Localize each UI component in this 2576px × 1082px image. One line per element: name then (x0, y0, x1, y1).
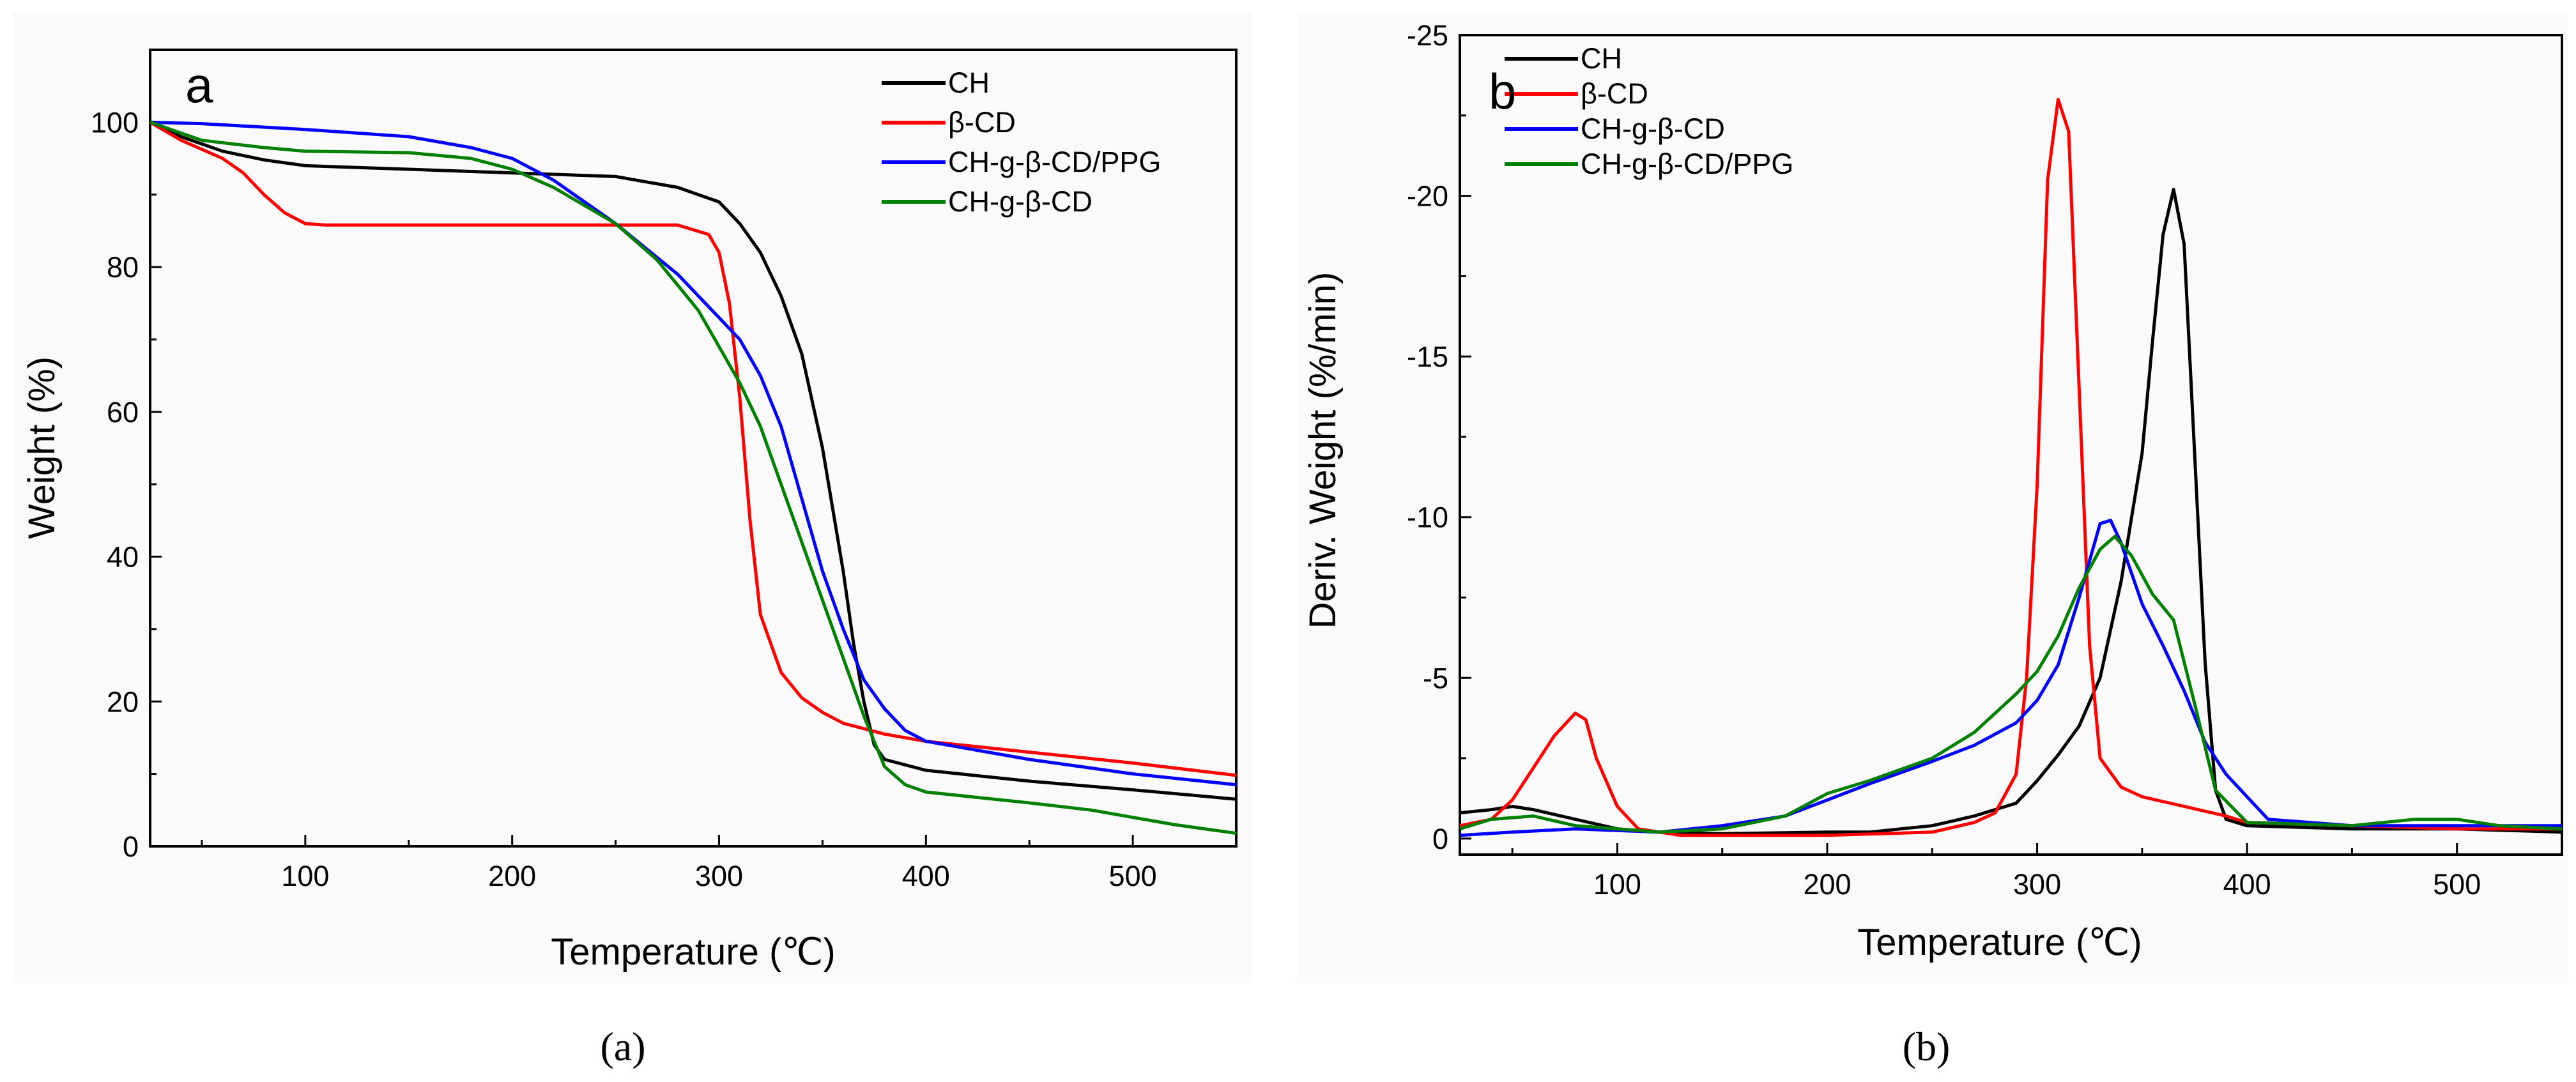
panel-a-legend: CH β-CD CH-g-β-CD/PPG CH-g-β-CD (882, 66, 1161, 218)
legend-entry: CH-g-β-CD (948, 185, 1092, 218)
panel-a-y-axis-label: Weight (%) (21, 356, 63, 539)
x-tick-label: 400 (902, 860, 950, 892)
x-tick-label: 100 (281, 860, 329, 892)
y-tick-label: 80 (107, 251, 139, 284)
y-tick-label: 20 (107, 685, 139, 718)
x-tick-label: 300 (2013, 868, 2061, 901)
legend-entry: CH-g-β-CD (1581, 112, 1725, 145)
x-tick-label: 300 (695, 860, 743, 892)
panel-a-caption: (a) (600, 1024, 645, 1069)
series-line-CH (149, 121, 1237, 801)
panel-a-series (149, 120, 1237, 835)
panel-b-y-ticks: 0 -5 -10 -15 -20 -25 (1407, 19, 1471, 855)
panel-b-plot-frame (1459, 34, 2563, 856)
y-tick-label: 40 (107, 541, 139, 574)
panel-b-y-axis-label: Deriv. Weight (%/min) (1302, 272, 1344, 629)
panel-a-chart: 100 200 300 400 500 0 20 40 60 80 100 CH β-CD CH-g-… (13, 13, 1252, 1069)
panel-a-y-ticks: 0 20 40 60 80 100 (91, 106, 162, 863)
y-tick-label: -15 (1407, 340, 1448, 373)
legend-entry: CH (948, 66, 990, 99)
x-tick-label: 100 (1593, 868, 1641, 901)
x-tick-label: 200 (488, 860, 536, 892)
legend-entry: β-CD (1581, 77, 1648, 110)
panel-b-x-ticks: 100 200 300 400 500 (1511, 843, 2481, 901)
y-tick-label: 0 (1432, 823, 1448, 855)
x-tick-label: 500 (2433, 868, 2481, 901)
legend-entry: CH (1581, 42, 1622, 75)
y-tick-label: -5 (1423, 662, 1448, 694)
series-line-CH-g-β-CD (150, 121, 1237, 835)
y-tick-label: 100 (91, 106, 139, 139)
x-tick-label: 200 (1803, 868, 1851, 901)
y-tick-label: 0 (123, 830, 139, 863)
panel-a-plot-frame (149, 49, 1238, 848)
x-tick-label: 500 (1109, 860, 1157, 892)
series-line-CH-g-β-CD/PPG (150, 120, 1237, 787)
panel-b-x-axis-label: Temperature (℃) (1857, 922, 2142, 963)
panel-b-caption: (b) (1903, 1024, 1951, 1069)
y-tick-label: -20 (1407, 180, 1448, 213)
series-line-CH-g-β-CD/PPG (1459, 535, 2563, 834)
legend-entry: CH-g-β-CD/PPG (948, 146, 1161, 178)
x-tick-label: 400 (2223, 868, 2271, 901)
y-tick-label: -25 (1407, 19, 1448, 52)
panel-b-label: b (1489, 63, 1516, 119)
panel-a-label: a (185, 57, 213, 113)
panel-a-x-axis-label: Temperature (℃) (551, 931, 835, 973)
panel-b-chart: 100 200 300 400 500 0-5-10-15-20-25 CHβ-CDCH… (1297, 13, 2568, 1069)
panel-b-series (1459, 98, 2563, 837)
y-tick-label: -10 (1407, 501, 1448, 534)
legend-entry: β-CD (948, 106, 1016, 139)
legend-entry: CH-g-β-CD/PPG (1581, 148, 1793, 180)
panel-b-background (1297, 13, 2568, 984)
y-tick-label: 60 (107, 396, 139, 429)
series-line-β-CD (1459, 98, 2562, 837)
panel-a-background (13, 13, 1252, 984)
panel-a-x-ticks: 100 200 300 400 500 (201, 835, 1157, 892)
